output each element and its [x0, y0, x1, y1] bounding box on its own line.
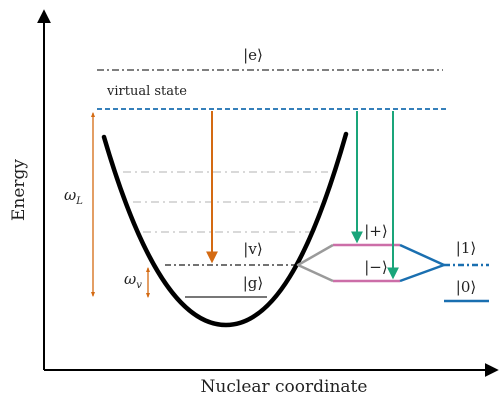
vib-state-label: |v⟩ [243, 240, 262, 258]
omega-v-subscript: v [136, 280, 142, 291]
vib-coupling-lines [296, 243, 334, 283]
potential-curve [101, 131, 349, 328]
minus-state-label: |−⟩ [364, 258, 387, 276]
x-axis-label: Nuclear coordinate [201, 377, 368, 397]
excited-state-label: |e⟩ [243, 46, 263, 64]
omega-L-label: ωL [64, 186, 83, 207]
qubit-coupling-lines [399, 243, 446, 283]
qubit-one-label: |1⟩ [456, 239, 476, 257]
omega-v-symbol: ω [124, 270, 136, 288]
virtual-state-label: virtual state [106, 84, 187, 99]
omega-v-label: ωv [124, 270, 142, 291]
qubit-zero-label: |0⟩ [456, 278, 476, 296]
ground-state-label: |g⟩ [243, 274, 264, 292]
y-axis-label: Energy [9, 159, 29, 221]
omega-L-symbol: ω [64, 186, 76, 204]
omega-L-subscript: L [75, 196, 83, 207]
plus-state-label: |+⟩ [364, 222, 387, 240]
